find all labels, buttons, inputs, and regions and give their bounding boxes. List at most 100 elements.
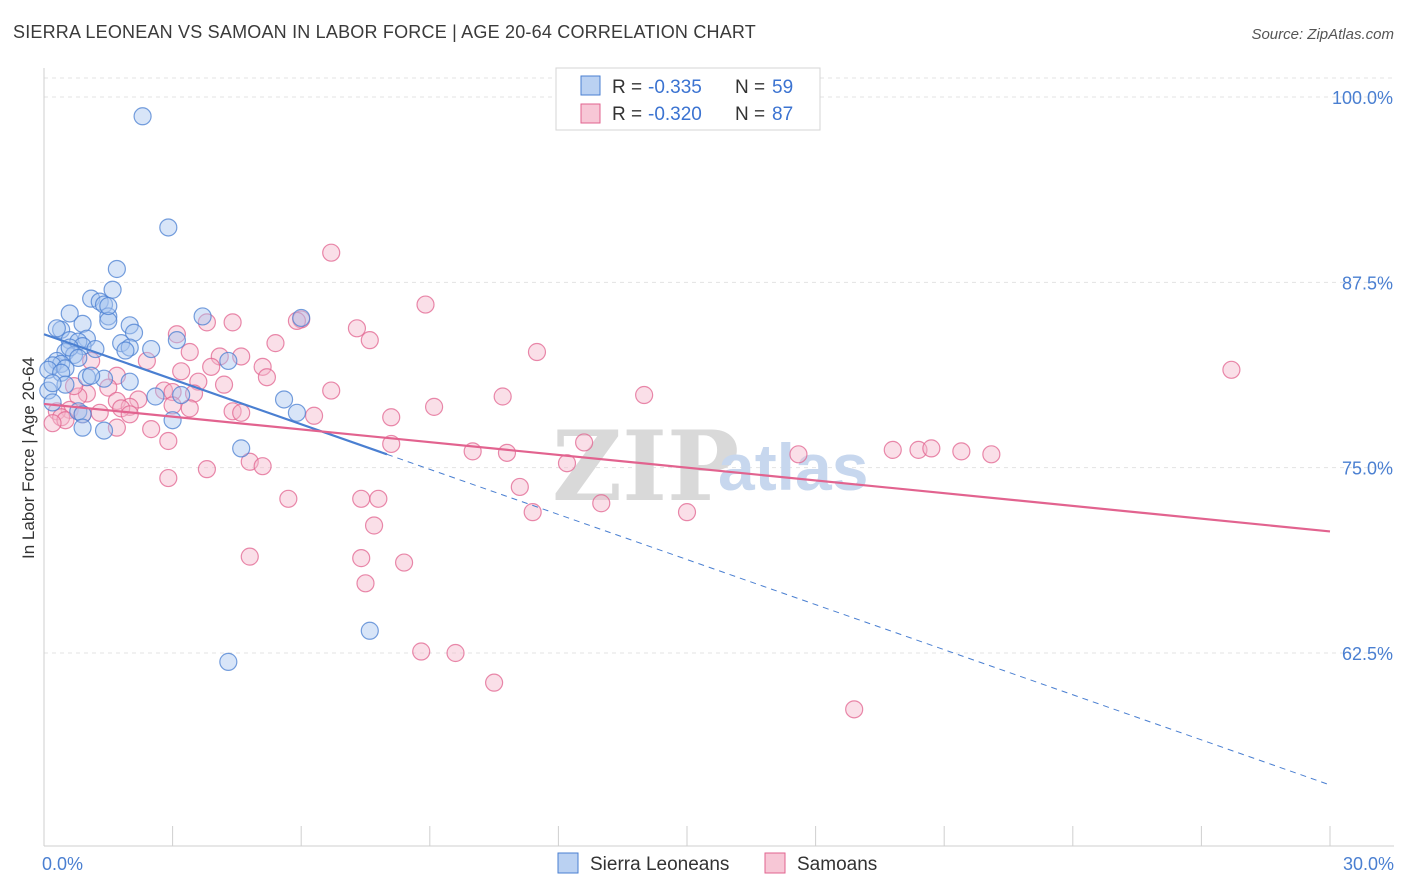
trend-line-samoan (43, 402, 1331, 533)
point-sierra-38 (292, 308, 311, 328)
point-samoan-74 (352, 549, 371, 568)
point-samoan-21 (99, 378, 118, 397)
point-sierra-48 (94, 421, 114, 440)
point-samoan-78 (446, 643, 465, 663)
point-samoan-80 (845, 700, 864, 719)
point-samoan-10 (180, 342, 199, 362)
series-sierra-leoneans-points (39, 107, 379, 671)
trend-lines (43, 333, 1331, 786)
x-axis-ticks (43, 826, 1331, 846)
point-sierra-7 (60, 304, 79, 323)
point-samoan-86 (180, 399, 199, 418)
point-samoan-47 (142, 420, 161, 439)
point-samoan-52 (497, 443, 517, 462)
point-sierra-49 (73, 418, 92, 437)
point-samoan-61 (253, 457, 272, 476)
point-sierra-9 (99, 311, 118, 330)
point-samoan-53 (575, 433, 594, 452)
point-samoan-71 (677, 503, 697, 522)
point-samoan-81 (1222, 360, 1241, 379)
series-samoans-points (43, 243, 1241, 719)
trend-line-sierra-solid (43, 333, 388, 456)
legend-r-label-1: R = (612, 77, 642, 98)
x-tick-label-max: 30.0% (1343, 854, 1394, 874)
point-sierra-44 (163, 411, 182, 430)
point-samoan-69 (592, 494, 611, 513)
point-sierra-50 (360, 621, 379, 640)
point-samoan-73 (240, 547, 259, 566)
watermark: ZIP atlas (552, 410, 868, 523)
series-legend-swatch-sierra (557, 852, 579, 874)
point-sierra-43 (146, 387, 165, 406)
point-sierra-39 (43, 393, 62, 412)
point-samoan-75 (394, 553, 414, 572)
point-samoan-41 (304, 406, 324, 425)
point-samoan-5 (347, 319, 367, 338)
legend-swatch-blue (580, 75, 601, 96)
point-sierra-36 (193, 307, 212, 326)
point-samoan-16 (172, 362, 191, 381)
point-sierra-11 (73, 314, 92, 333)
y-axis-label: In Labor Force | Age 20-64 (19, 357, 38, 559)
point-samoan-84 (120, 405, 139, 424)
point-samoan-59 (982, 445, 1001, 464)
point-sierra-51 (219, 652, 238, 671)
point-samoan-40 (232, 403, 251, 422)
legend-r-value-1: -0.335 (648, 77, 702, 98)
point-samoan-67 (279, 489, 298, 508)
point-sierra-8 (99, 307, 118, 326)
point-sierra-0 (133, 107, 152, 126)
series-legend-swatch-samoans (764, 852, 786, 874)
point-sierra-47 (232, 439, 251, 458)
watermark-atlas: atlas (718, 430, 868, 504)
point-samoan-32 (424, 397, 444, 416)
point-samoan-77 (412, 642, 431, 661)
point-sierra-1 (159, 218, 178, 237)
point-samoan-27 (69, 387, 88, 406)
point-sierra-52 (82, 366, 101, 385)
point-samoan-1 (416, 295, 435, 314)
point-sierra-2 (107, 259, 126, 279)
legend-swatch-pink (580, 103, 601, 124)
legend-r-label-2: R = (612, 104, 642, 125)
point-sierra-57 (69, 348, 88, 368)
point-samoan-55 (883, 440, 902, 459)
point-sierra-55 (47, 319, 66, 338)
point-samoan-15 (253, 357, 272, 376)
point-samoan-3 (223, 313, 242, 332)
point-samoan-0 (322, 243, 341, 262)
point-sierra-13 (124, 323, 144, 342)
point-samoan-58 (952, 442, 971, 461)
point-samoan-9 (527, 342, 547, 362)
point-samoan-65 (510, 477, 529, 497)
point-sierra-46 (287, 403, 307, 422)
y-tick-label-1: 87.5% (1342, 273, 1393, 293)
point-samoan-8 (266, 334, 285, 353)
point-samoan-66 (352, 489, 371, 508)
y-tick-labels: 100.0% 87.5% 75.0% 62.5% (1332, 88, 1393, 664)
point-sierra-45 (274, 390, 294, 409)
series-legend-label-samoans: Samoans (797, 854, 877, 875)
point-samoan-72 (364, 516, 384, 535)
point-sierra-22 (116, 341, 135, 360)
point-samoan-64 (159, 468, 178, 488)
y-tick-label-3: 62.5% (1342, 644, 1393, 664)
point-sierra-54 (99, 296, 118, 316)
point-sierra-42 (172, 385, 191, 405)
chart-source: Source: ZipAtlas.com (1251, 26, 1394, 43)
legend-n-value-2: 87 (772, 104, 793, 125)
point-samoan-17 (257, 368, 277, 387)
point-samoan-76 (356, 574, 375, 593)
legend-n-label-2: N = (735, 104, 765, 125)
legend-n-label-1: N = (735, 77, 765, 98)
point-samoan-57 (922, 439, 941, 458)
point-samoan-20 (214, 375, 234, 394)
x-tick-label-min: 0.0% (42, 854, 83, 874)
point-samoan-14 (202, 357, 221, 376)
y-tick-label-0: 100.0% (1332, 88, 1393, 108)
series-legend-label-sierra: Sierra Leoneans (590, 854, 729, 875)
point-samoan-63 (197, 460, 216, 479)
gridlines (44, 77, 1394, 654)
point-samoan-31 (635, 385, 654, 405)
watermark-zip: ZIP (552, 410, 739, 523)
